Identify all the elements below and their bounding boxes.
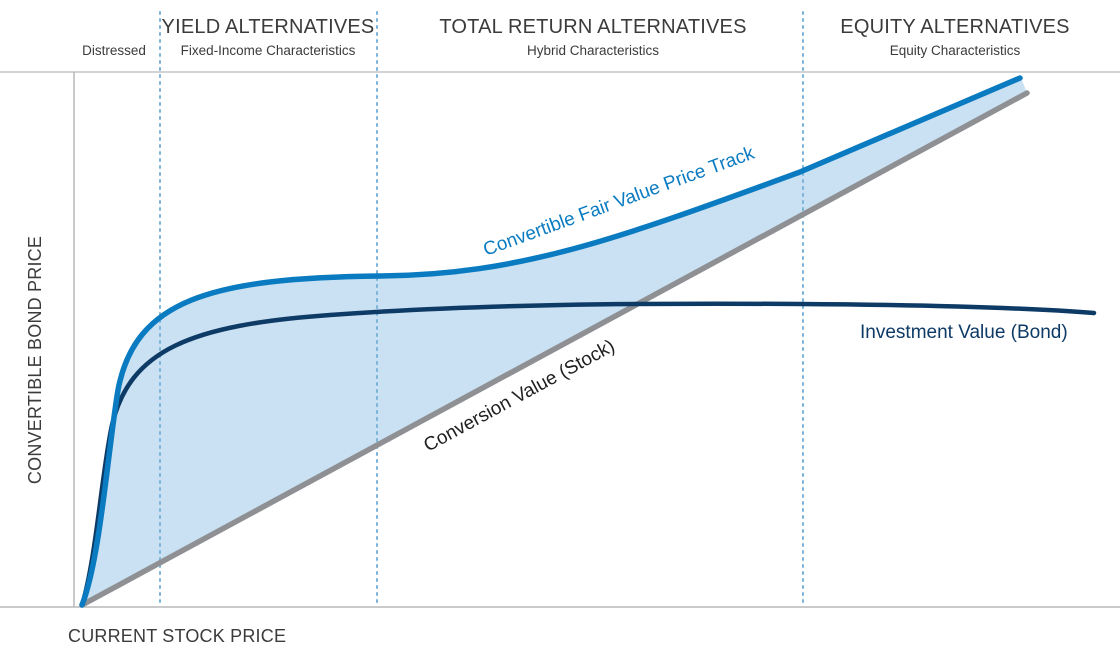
- zone-subtitle-yield: Fixed-Income Characteristics: [181, 43, 356, 58]
- y-axis-title: CONVERTIBLE BOND PRICE: [25, 236, 45, 484]
- zone-subtitle-equity: Equity Characteristics: [890, 43, 1021, 58]
- zone-title-yield: YIELD ALTERNATIVES: [162, 16, 375, 38]
- investment-value-label: Investment Value (Bond): [860, 322, 1068, 343]
- x-axis-title: CURRENT STOCK PRICE: [68, 626, 286, 646]
- premium-shaded-area: [82, 80, 1027, 605]
- zone-subtitle-total-return: Hybrid Characteristics: [527, 43, 659, 58]
- zone-title-total-return: TOTAL RETURN ALTERNATIVES: [439, 16, 746, 38]
- conversion-value-line: [79, 90, 1030, 608]
- zone-title-equity: EQUITY ALTERNATIVES: [840, 16, 1069, 38]
- fair-value-curve: [79, 75, 1023, 608]
- zone-subtitle-distressed: Distressed: [82, 43, 146, 58]
